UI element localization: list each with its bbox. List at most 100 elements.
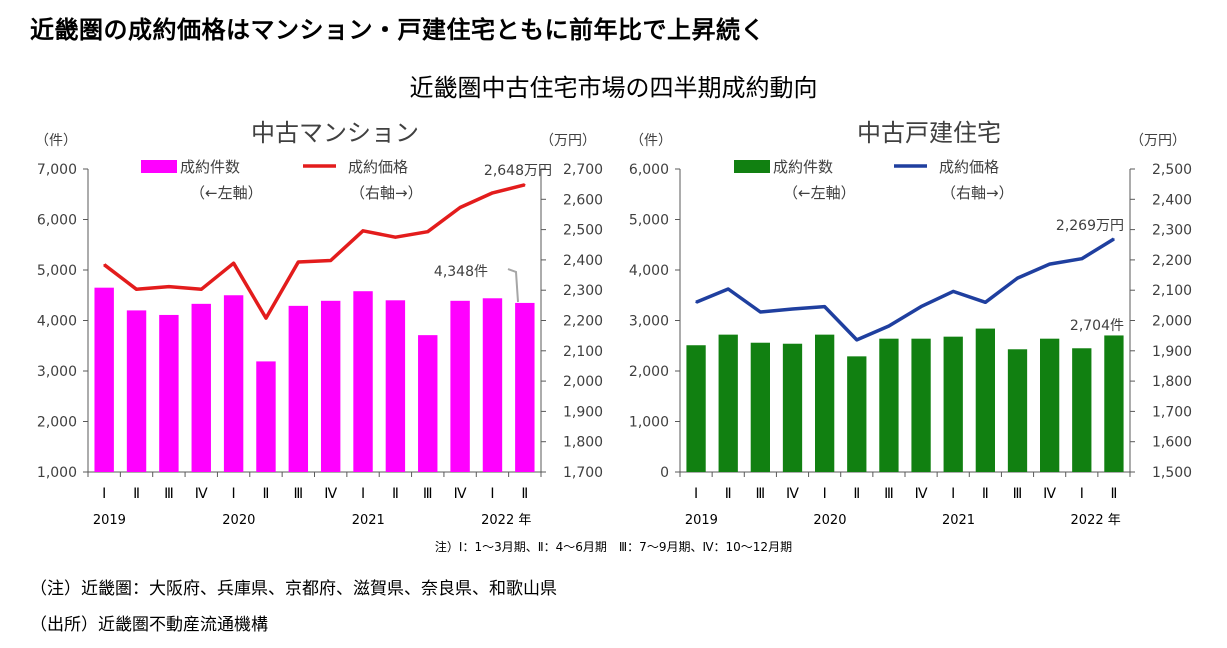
house-category-label: Ⅱ <box>982 486 989 502</box>
mansion-year-label: 2020 <box>222 513 255 528</box>
mansion-year-label: 2019 <box>93 513 126 528</box>
mansion-right-tick-label: 2,000 <box>563 374 603 390</box>
mansion-price-point-4 <box>232 262 235 265</box>
mansion-bar-4 <box>223 295 244 472</box>
mansion-category-label: Ⅲ <box>164 486 174 502</box>
house-right-tick-label: 2,400 <box>1152 192 1192 208</box>
mansion-category-label: Ⅱ <box>392 486 399 502</box>
house-bar-6 <box>879 338 899 472</box>
house-right-tick-label: 2,000 <box>1152 314 1192 330</box>
mansion-line-data-label: 2,648万円 <box>484 163 552 179</box>
house-category-label: Ⅰ <box>1080 486 1084 502</box>
house-category-label: Ⅳ <box>1043 486 1056 502</box>
mansion-right-tick-label: 2,200 <box>563 314 603 330</box>
house-category-label: Ⅱ <box>853 486 860 502</box>
mansion-bar-7 <box>320 300 341 472</box>
mansion-right-tick-label: 1,700 <box>563 465 603 481</box>
mansion-price-point-5 <box>265 317 267 319</box>
house-chart-title: 中古戸建住宅 <box>857 119 1001 147</box>
mansion-category-label: Ⅲ <box>423 486 433 502</box>
house-bar-4 <box>815 334 835 472</box>
house-left-tick-label: 4,000 <box>629 263 669 279</box>
house-line-data-label: 2,269万円 <box>1056 218 1124 234</box>
house-price-point-8 <box>952 290 955 293</box>
house-bar-1 <box>718 334 738 472</box>
mansion-price-line <box>103 183 526 320</box>
house-left-tick-label: 5,000 <box>629 213 669 229</box>
mansion-price-point-10 <box>426 230 429 233</box>
mansion-price-point-8 <box>362 230 364 232</box>
mansion-bar-data-label: 4,348件 <box>434 264 488 280</box>
house-year-label: 2019 <box>685 513 718 528</box>
mansion-legend-line-label: 成約価格 <box>348 158 408 176</box>
house-bar-10 <box>1007 349 1028 472</box>
house-right-tick-label: 1,500 <box>1152 465 1192 481</box>
mansion-category-label: Ⅰ <box>490 486 494 502</box>
mansion-category-label: Ⅲ <box>293 486 303 502</box>
mansion-category-label: Ⅰ <box>102 486 106 502</box>
mansion-category-label: Ⅳ <box>454 486 467 502</box>
mansion-right-tick-label: 2,700 <box>563 162 603 178</box>
mansion-category-label: Ⅰ <box>232 486 236 502</box>
house-right-tick-label: 2,200 <box>1152 253 1192 269</box>
mansion-bar-label-leader <box>507 268 519 303</box>
charts-canvas: 中古マンション （件） （万円） 1,000 2,000 3,000 4,000 5,000 6… <box>35 119 1192 528</box>
mansion-price-point-0 <box>103 263 105 266</box>
house-bar-9 <box>975 328 995 472</box>
mansion-bar-10 <box>418 335 438 472</box>
house-price-point-6 <box>888 325 890 327</box>
mansion-right-tick-label: 1,900 <box>563 404 603 420</box>
house-year-label: 2022 年 <box>1071 513 1121 528</box>
house-legend-bar-label: 成約件数 <box>773 158 833 176</box>
mansion-bar-11 <box>450 300 470 472</box>
house-bar-0 <box>686 345 706 472</box>
mansion-bar-9 <box>385 300 406 472</box>
house-category-label: Ⅰ <box>823 486 827 502</box>
quarter-note: 注）Ⅰ：1～3月期、Ⅱ：4～6月期 Ⅲ：7～9月期、Ⅳ：10～12月期 <box>434 540 793 554</box>
house-bar-3 <box>782 343 803 472</box>
mansion-legend-line-axis-note: （右軸→） <box>350 184 423 202</box>
house-bar-data-label: 2,704件 <box>1070 318 1124 334</box>
house-bar-11 <box>1040 338 1060 472</box>
mansion-price-point-11 <box>459 206 461 209</box>
house-category-label: Ⅱ <box>725 486 732 502</box>
house-category-label: Ⅱ <box>1110 486 1117 502</box>
mansion-right-tick-label: 2,100 <box>563 344 603 360</box>
mansion-category-label: Ⅱ <box>263 486 270 502</box>
house-right-unit: （万円） <box>1130 133 1186 149</box>
headline: 近畿圏の成約価格はマンション・戸建住宅ともに前年比で上昇続く <box>30 16 765 44</box>
house-price-point-7 <box>920 305 922 308</box>
house-legend-bar-swatch <box>734 160 770 173</box>
mansion-year-label: 2021 <box>352 513 385 528</box>
mansion-left-tick-label: 7,000 <box>37 162 77 178</box>
mansion-bar-1 <box>126 310 147 472</box>
house-right-tick-label: 1,800 <box>1152 374 1192 390</box>
house-left-tick-label: 1,000 <box>629 415 669 431</box>
house-bar-2 <box>750 342 770 472</box>
footnote-region: （注）近畿圏：大阪府、兵庫県、京都府、滋賀県、奈良県、和歌山県 <box>30 579 557 599</box>
mansion-price-point-2 <box>168 285 170 288</box>
house-right-tick-label: 2,500 <box>1152 162 1192 178</box>
house-left-tick-label: 6,000 <box>629 162 669 178</box>
mansion-left-unit: （件） <box>35 133 77 149</box>
house-right-tick-label: 1,900 <box>1152 344 1192 360</box>
house-price-point-9 <box>984 301 987 304</box>
mansion-price-point-13 <box>524 183 526 186</box>
house-right-tick-label: 1,700 <box>1152 404 1192 420</box>
house-bar-13 <box>1104 335 1124 472</box>
house-price-point-12 <box>1080 257 1083 260</box>
chart-group-title: 近畿圏中古住宅市場の四半期成約動向 <box>409 74 818 102</box>
house-category-label: Ⅲ <box>1013 486 1023 502</box>
house-price-point-10 <box>1016 277 1019 279</box>
mansion-price-point-9 <box>394 236 397 238</box>
house-price-point-0 <box>695 301 697 304</box>
mansion-category-label: Ⅱ <box>521 486 528 502</box>
mansion-legend-bar-axis-note: （←左軸） <box>190 184 263 202</box>
mansion-category-label: Ⅰ <box>361 486 365 502</box>
house-year-label: 2020 <box>813 513 846 528</box>
house-legend-bar-axis-note: （←左軸） <box>783 184 856 202</box>
house-legend-line-label: 成約価格 <box>939 158 999 176</box>
house-bar-5 <box>847 356 867 472</box>
mansion-left-tick-label: 2,000 <box>37 415 77 431</box>
mansion-left-tick-label: 5,000 <box>37 263 77 279</box>
